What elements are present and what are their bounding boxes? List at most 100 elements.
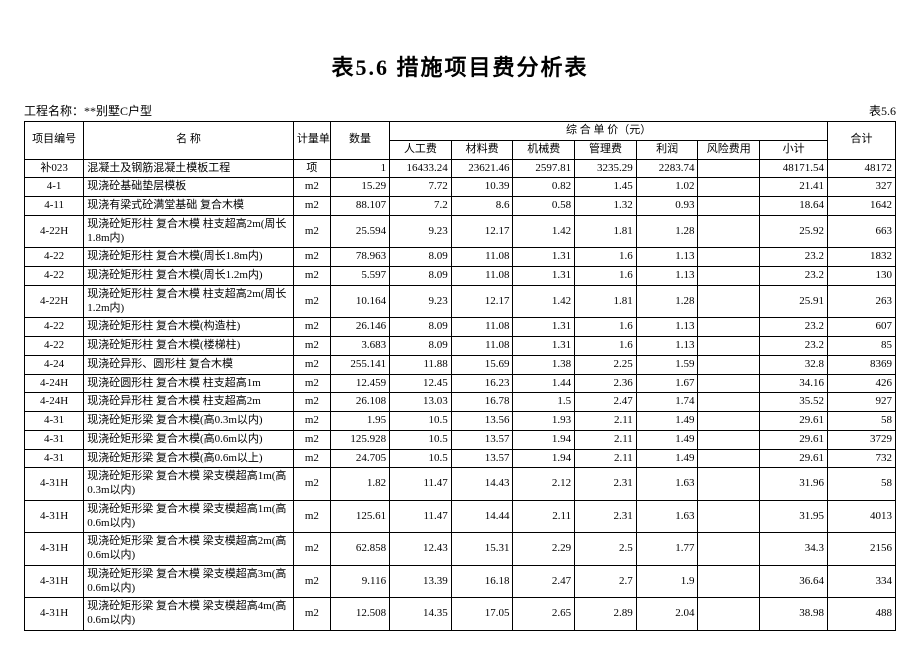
cell-manage: 2.25 [575,355,637,374]
page-title: 表5.6 措施项目费分析表 [24,50,896,82]
cell-name: 现浇砼矩形柱 复合木模 柱支超高2m(周长1.2m内) [84,285,294,318]
cell-labor: 8.09 [390,337,452,356]
cell-profit: 1.13 [636,267,698,286]
cell-manage: 2.47 [575,393,637,412]
cell-risk [698,267,760,286]
table-head: 项目编号 名 称 计量单位 数量 综 合 单 价（元） 合计 人工费 材料费 机… [25,122,896,160]
cell-manage: 1.6 [575,318,637,337]
cell-total: 4013 [828,500,896,533]
cell-material: 10.39 [451,178,513,197]
cell-id: 4-31H [25,565,84,598]
cell-labor: 8.09 [390,267,452,286]
cell-manage: 2.89 [575,598,637,631]
cell-qty: 78.963 [330,248,389,267]
cell-total: 327 [828,178,896,197]
table-row: 4-22现浇砼矩形柱 复合木模(楼梯柱)m23.6838.0911.081.31… [25,337,896,356]
cell-manage: 1.45 [575,178,637,197]
cell-labor: 8.09 [390,248,452,267]
cell-material: 11.08 [451,267,513,286]
cell-profit: 1.9 [636,565,698,598]
cell-total: 58 [828,412,896,431]
cell-risk [698,355,760,374]
cell-machine: 0.82 [513,178,575,197]
cell-risk [698,565,760,598]
cell-manage: 3235.29 [575,159,637,178]
cell-id: 4-24H [25,393,84,412]
cell-unit: m2 [293,430,330,449]
cell-name: 现浇砼矩形柱 复合木模(楼梯柱) [84,337,294,356]
cell-subtotal: 35.52 [760,393,828,412]
cell-id: 4-24 [25,355,84,374]
cell-id: 4-24H [25,374,84,393]
table-row: 4-31H现浇砼矩形梁 复合木模 梁支模超高1m(高0.3m以内)m21.821… [25,468,896,501]
cell-qty: 88.107 [330,197,389,216]
cell-manage: 2.11 [575,430,637,449]
cell-machine: 2597.81 [513,159,575,178]
cell-machine: 2.47 [513,565,575,598]
cell-id: 4-22 [25,248,84,267]
cell-labor: 10.5 [390,430,452,449]
cell-name: 现浇砼矩形梁 复合木模 梁支模超高4m(高0.6m以内) [84,598,294,631]
th-subtotal: 小计 [760,140,828,159]
table-row: 4-22现浇砼矩形柱 复合木模(周长1.2m内)m25.5978.0911.08… [25,267,896,286]
cell-subtotal: 18.64 [760,197,828,216]
cell-qty: 255.141 [330,355,389,374]
cell-risk [698,500,760,533]
cell-subtotal: 48171.54 [760,159,828,178]
cell-qty: 62.858 [330,533,389,566]
cell-risk [698,533,760,566]
cell-name: 现浇砼矩形梁 复合木模 梁支模超高3m(高0.6m以内) [84,565,294,598]
cell-risk [698,159,760,178]
cell-id: 4-22 [25,337,84,356]
table-row: 4-31现浇砼矩形梁 复合木模(高0.6m以上)m224.70510.513.5… [25,449,896,468]
cell-unit: m2 [293,468,330,501]
cell-labor: 16433.24 [390,159,452,178]
cell-qty: 9.116 [330,565,389,598]
table-row: 4-24H现浇砼圆形柱 复合木模 柱支超高1mm212.45912.4516.2… [25,374,896,393]
header-row: 工程名称：**别墅C户型 表5.6 [24,102,896,119]
cell-profit: 1.13 [636,248,698,267]
cell-risk [698,468,760,501]
cell-material: 13.57 [451,430,513,449]
cell-machine: 2.65 [513,598,575,631]
cell-unit: m2 [293,267,330,286]
cell-unit: m2 [293,500,330,533]
cell-material: 23621.46 [451,159,513,178]
table-row: 4-31H现浇砼矩形梁 复合木模 梁支模超高1m(高0.6m以内)m2125.6… [25,500,896,533]
cell-unit: m2 [293,178,330,197]
cell-manage: 1.81 [575,285,637,318]
cell-material: 17.05 [451,598,513,631]
cell-risk [698,285,760,318]
cell-unit: m2 [293,337,330,356]
cell-total: 58 [828,468,896,501]
cell-manage: 2.31 [575,468,637,501]
cell-id: 4-31 [25,430,84,449]
cell-subtotal: 23.2 [760,248,828,267]
th-labor: 人工费 [390,140,452,159]
cell-profit: 0.93 [636,197,698,216]
cell-subtotal: 29.61 [760,412,828,431]
cell-risk [698,318,760,337]
cell-unit: m2 [293,393,330,412]
cell-risk [698,374,760,393]
cell-machine: 1.31 [513,337,575,356]
cell-total: 426 [828,374,896,393]
cell-manage: 2.11 [575,449,637,468]
cell-subtotal: 38.98 [760,598,828,631]
cell-risk [698,412,760,431]
cell-machine: 2.29 [513,533,575,566]
cell-qty: 12.459 [330,374,389,393]
table-row: 4-31H现浇砼矩形梁 复合木模 梁支模超高4m(高0.6m以内)m212.50… [25,598,896,631]
cell-id: 4-11 [25,197,84,216]
cell-qty: 5.597 [330,267,389,286]
cell-machine: 1.5 [513,393,575,412]
cell-machine: 1.42 [513,285,575,318]
cell-name: 现浇砼矩形梁 复合木模 梁支模超高2m(高0.6m以内) [84,533,294,566]
cell-machine: 1.31 [513,318,575,337]
cell-name: 现浇有梁式砼满堂基础 复合木模 [84,197,294,216]
table-row: 4-22现浇砼矩形柱 复合木模(周长1.8m内)m278.9638.0911.0… [25,248,896,267]
table-row: 4-31H现浇砼矩形梁 复合木模 梁支模超高3m(高0.6m以内)m29.116… [25,565,896,598]
cell-machine: 1.38 [513,355,575,374]
cell-risk [698,430,760,449]
cell-qty: 12.508 [330,598,389,631]
